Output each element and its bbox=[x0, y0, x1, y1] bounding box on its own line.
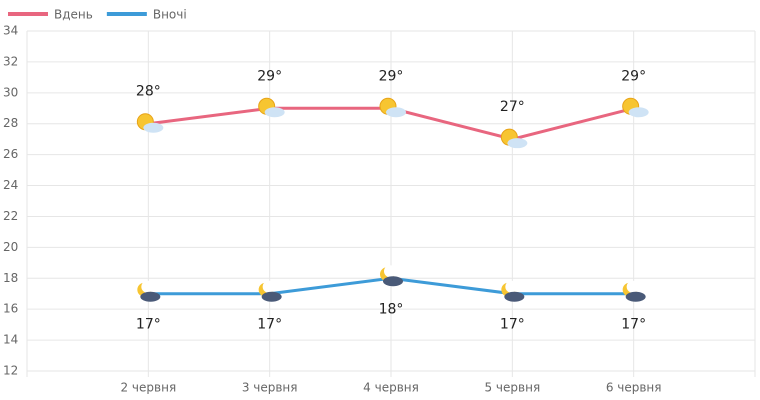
x-tick-label: 4 червня bbox=[363, 381, 419, 395]
y-tick-label: 24 bbox=[3, 178, 18, 192]
moon-cut bbox=[505, 280, 518, 293]
data-label: 17° bbox=[136, 317, 161, 333]
weather-icon-night bbox=[258, 280, 282, 302]
moon-cut bbox=[384, 265, 396, 278]
weather-icon-night bbox=[380, 265, 403, 287]
x-tick-label: 6 червня bbox=[606, 381, 662, 395]
cloud bbox=[143, 122, 164, 133]
data-label: 29° bbox=[621, 68, 646, 84]
y-tick-label: 14 bbox=[3, 333, 18, 347]
weather-icon-night bbox=[622, 280, 646, 302]
y-tick-label: 18 bbox=[3, 271, 18, 285]
legend-swatch bbox=[8, 12, 48, 16]
weather-icon-day bbox=[258, 97, 285, 118]
y-tick-label: 26 bbox=[3, 147, 18, 161]
moon-cut bbox=[262, 280, 275, 293]
x-tick-label: 3 червня bbox=[242, 381, 298, 395]
data-label: 17° bbox=[257, 317, 282, 333]
x-tick-label: 5 червня bbox=[484, 381, 540, 395]
cloud bbox=[628, 107, 649, 118]
weather-icon-day bbox=[379, 97, 406, 118]
weather-icon-day bbox=[136, 113, 164, 133]
weather-icon-day bbox=[622, 97, 649, 118]
y-tick-label: 32 bbox=[3, 54, 18, 68]
y-tick-label: 28 bbox=[3, 116, 18, 130]
data-label: 18° bbox=[379, 301, 404, 317]
y-tick-label: 22 bbox=[3, 209, 18, 223]
cloud bbox=[140, 291, 161, 302]
y-tick-label: 20 bbox=[3, 240, 18, 254]
cloud bbox=[386, 107, 406, 118]
cloud bbox=[383, 276, 403, 287]
weather-icon-day bbox=[500, 128, 528, 149]
data-label: 29° bbox=[379, 68, 404, 84]
legend-label: Вдень bbox=[54, 8, 93, 22]
cloud bbox=[264, 107, 285, 118]
y-tick-label: 12 bbox=[3, 364, 18, 378]
data-label: 17° bbox=[621, 317, 646, 333]
cloud bbox=[625, 291, 646, 302]
moon-cut bbox=[141, 280, 154, 293]
cloud bbox=[504, 291, 525, 302]
data-label: 27° bbox=[500, 99, 525, 115]
x-tick-label: 2 червня bbox=[120, 381, 176, 395]
y-tick-label: 30 bbox=[3, 85, 18, 99]
data-label: 28° bbox=[136, 84, 161, 100]
weather-icon-night bbox=[137, 280, 161, 302]
cloud bbox=[507, 138, 528, 149]
legend-swatch bbox=[106, 12, 147, 16]
weather-icon-night bbox=[501, 280, 525, 302]
data-label: 17° bbox=[500, 317, 525, 333]
legend-label: Вночі bbox=[153, 8, 187, 22]
moon-cut bbox=[626, 280, 639, 293]
y-tick-label: 34 bbox=[3, 24, 18, 38]
cloud bbox=[261, 291, 282, 302]
data-label: 29° bbox=[257, 68, 282, 84]
y-tick-label: 16 bbox=[3, 302, 18, 316]
